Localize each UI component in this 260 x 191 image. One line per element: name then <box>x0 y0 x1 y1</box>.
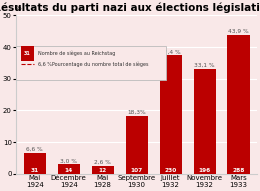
Text: 6,6 %: 6,6 % <box>26 147 43 152</box>
Bar <box>92 166 114 174</box>
Bar <box>228 35 250 174</box>
Text: 6,6 %Pourcentage du nombre total de sièges: 6,6 %Pourcentage du nombre total de sièg… <box>38 61 148 66</box>
Text: 107: 107 <box>131 168 143 173</box>
Text: Nombre de sièges au Reichstag: Nombre de sièges au Reichstag <box>38 51 115 56</box>
Text: 2,6 %: 2,6 % <box>94 160 111 165</box>
Text: 14: 14 <box>64 168 73 173</box>
Title: Résultats du parti nazi aux élections législatives: Résultats du parti nazi aux élections lé… <box>0 3 260 13</box>
Bar <box>57 164 80 174</box>
Text: 12: 12 <box>99 168 107 173</box>
Text: 288: 288 <box>232 168 245 173</box>
Text: 33,1 %: 33,1 % <box>194 63 215 68</box>
Bar <box>126 116 148 174</box>
Bar <box>160 55 182 174</box>
Text: 31: 31 <box>30 168 39 173</box>
Text: 43,9 %: 43,9 % <box>228 29 249 34</box>
Text: %: % <box>14 5 21 11</box>
Text: 18,3%: 18,3% <box>127 110 146 115</box>
Bar <box>24 153 46 174</box>
Text: 3,0 %: 3,0 % <box>60 158 77 163</box>
Text: 196: 196 <box>198 168 211 173</box>
Text: 230: 230 <box>164 168 177 173</box>
Bar <box>193 69 216 174</box>
Text: 37,4 %: 37,4 % <box>160 49 181 54</box>
FancyBboxPatch shape <box>21 46 34 61</box>
Text: 31: 31 <box>24 51 31 56</box>
FancyBboxPatch shape <box>16 45 166 80</box>
